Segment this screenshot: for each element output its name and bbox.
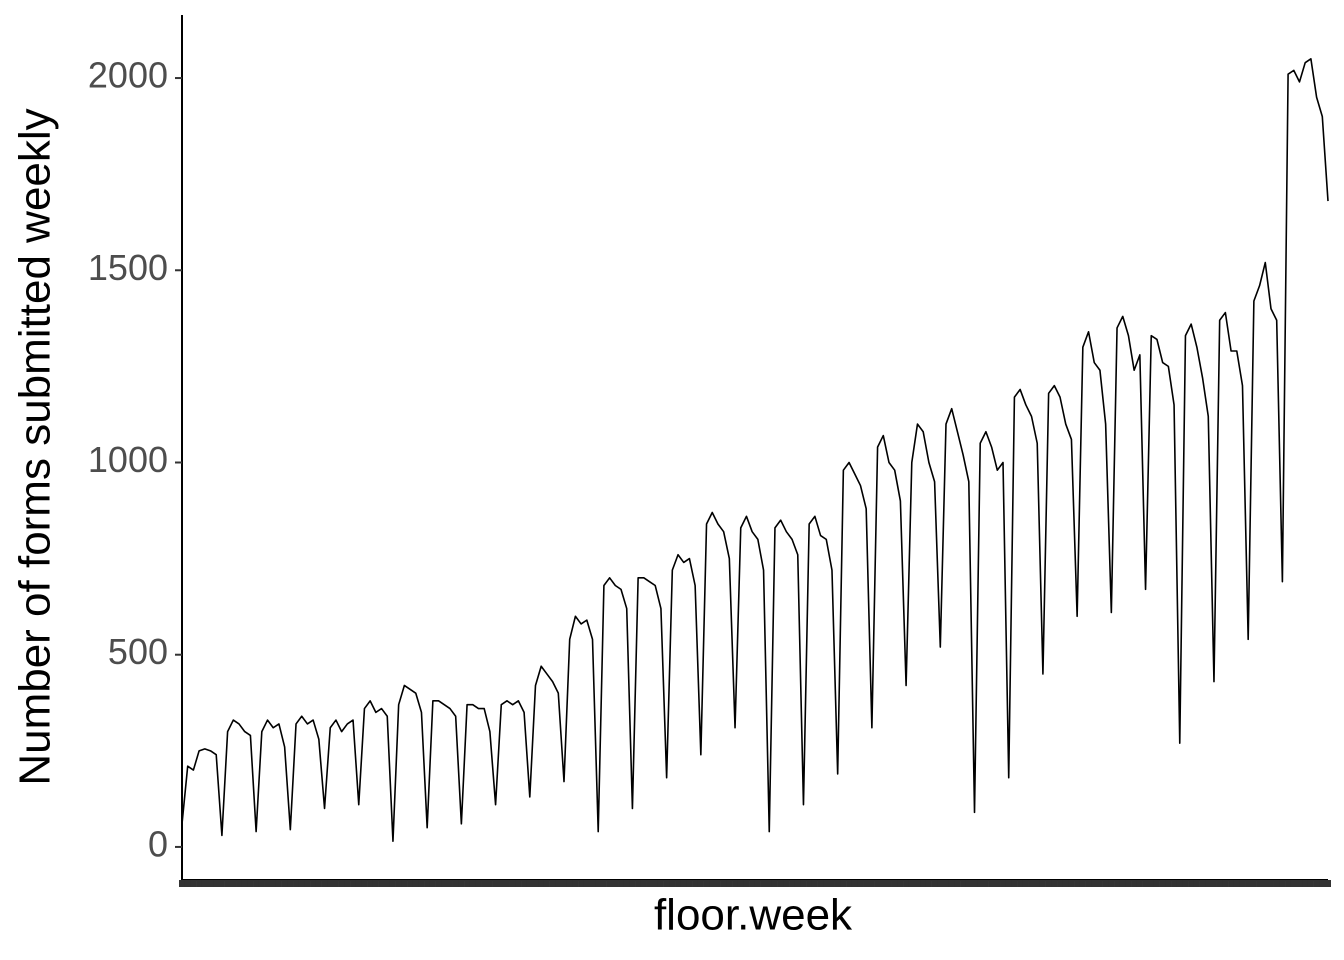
y-tick-label: 1000 [88,439,168,480]
y-axis-label: Number of forms submitted weekly [11,108,60,785]
y-tick-label: 2000 [88,55,168,96]
data-line [181,58,1329,842]
x-axis-label: floor.week [654,891,853,940]
y-tick-label: 0 [148,823,168,864]
y-tick-label: 1500 [88,247,168,288]
y-tick-label: 500 [108,631,168,672]
